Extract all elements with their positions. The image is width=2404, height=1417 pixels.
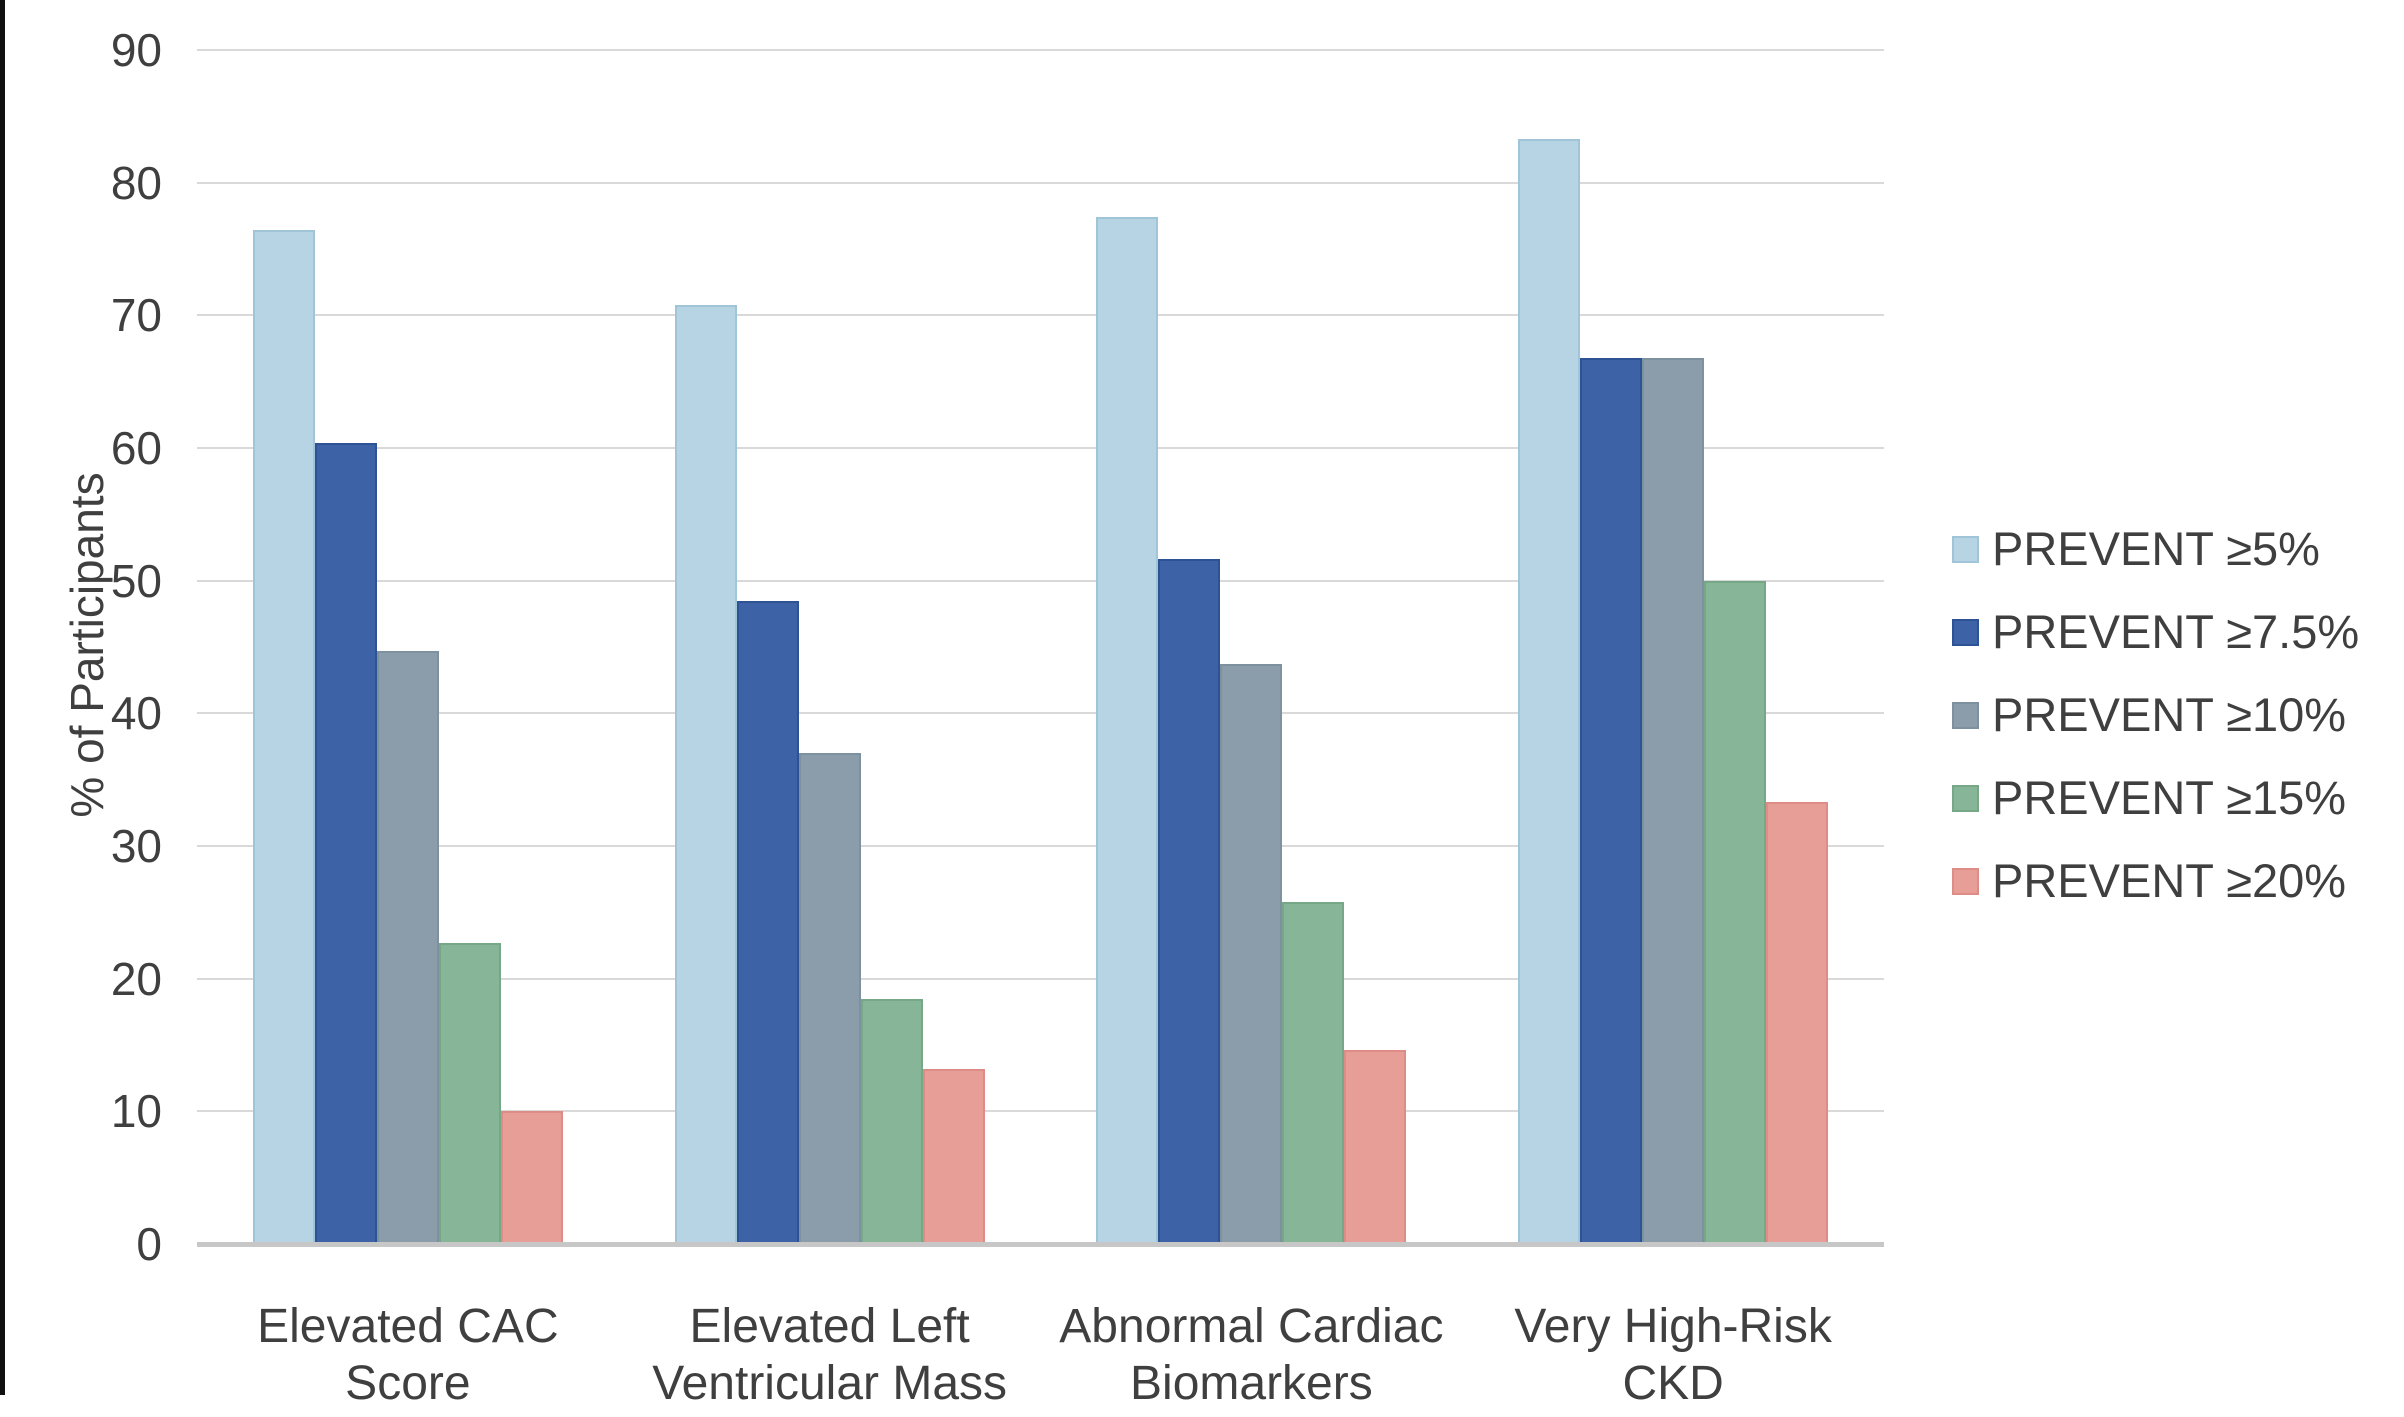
bar-prevent-10-elevated-cac-score — [376, 650, 439, 1246]
y-tick-0: 0 — [136, 1218, 162, 1270]
legend-item-prevent-5: PREVENT ≥5% — [1952, 525, 2359, 573]
gridline-50 — [197, 579, 1884, 582]
legend-item-prevent-7-5: PREVENT ≥7.5% — [1952, 608, 2359, 656]
x-category-label-line: Abnormal Cardiac — [1059, 1300, 1444, 1353]
legend-label: PREVENT ≥15% — [1992, 771, 2347, 824]
y-tick-60: 60 — [110, 422, 162, 474]
x-category-label-line: Elevated Left — [689, 1300, 970, 1353]
legend-label: PREVENT ≥7.5% — [1992, 605, 2360, 658]
legend-swatch-prevent-15 — [1952, 784, 1979, 812]
x-category-label-elevated-cac-score: Elevated CAC Score — [173, 1298, 643, 1412]
x-category-label-line: Ventricular Mass — [652, 1357, 1008, 1410]
gridline-40 — [197, 712, 1884, 715]
legend-label: PREVENT ≥5% — [1992, 522, 2320, 575]
x-category-label-line: Elevated CAC — [257, 1300, 559, 1353]
left-border-line — [0, 0, 5, 1395]
legend-item-prevent-15: PREVENT ≥15% — [1952, 774, 2359, 822]
x-category-label-line: CKD — [1622, 1357, 1724, 1410]
y-tick-20: 20 — [110, 952, 162, 1005]
bar-prevent-10-elevated-left-ventricular-mass — [798, 753, 861, 1246]
bar-prevent-7-5-very-high-risk-ckd — [1580, 357, 1643, 1246]
legend-item-prevent-10: PREVENT ≥10% — [1952, 691, 2359, 739]
bar-prevent-5-elevated-left-ventricular-mass — [674, 304, 737, 1246]
bar-prevent-7-5-elevated-cac-score — [314, 442, 377, 1246]
y-tick-50: 50 — [110, 554, 162, 607]
bar-prevent-5-abnormal-cardiac-biomarkers — [1096, 217, 1159, 1246]
y-tick-70: 70 — [110, 289, 162, 342]
legend-swatch-prevent-10 — [1952, 701, 1979, 729]
bar-prevent-5-very-high-risk-ckd — [1518, 138, 1581, 1246]
x-category-label-line: Very High-Risk — [1514, 1300, 1832, 1353]
y-tick-40: 40 — [110, 687, 162, 740]
gridline-70 — [197, 314, 1884, 317]
gridline-60 — [197, 447, 1884, 449]
legend: PREVENT ≥5% PREVENT ≥7.5% PREVENT ≥10% PREV… — [1952, 525, 2359, 905]
gridline-80 — [197, 181, 1884, 184]
bar-prevent-15-very-high-risk-ckd — [1704, 580, 1767, 1246]
gridline-20 — [197, 977, 1884, 980]
bar-prevent-15-elevated-left-ventricular-mass — [860, 998, 923, 1246]
x-category-label-very-high-risk-ckd: Very High-Risk CKD — [1438, 1298, 1908, 1412]
axis-line-0 — [197, 1242, 1884, 1247]
bar-prevent-15-abnormal-cardiac-biomarkers — [1282, 901, 1345, 1246]
gridline-10 — [197, 1110, 1884, 1113]
bar-prevent-20-elevated-left-ventricular-mass — [922, 1068, 985, 1246]
bar-prevent-15-elevated-cac-score — [438, 942, 501, 1246]
y-tick-10: 10 — [110, 1085, 162, 1138]
bar-prevent-20-elevated-cac-score — [500, 1111, 563, 1246]
legend-swatch-prevent-20 — [1952, 867, 1979, 895]
y-tick-90: 90 — [110, 24, 162, 76]
bar-prevent-20-very-high-risk-ckd — [1766, 802, 1829, 1246]
legend-swatch-prevent-5 — [1952, 535, 1979, 563]
x-category-label-elevated-left-ventricular-mass: Elevated Left Ventricular Mass — [595, 1298, 1065, 1412]
x-category-label-line: Biomarkers — [1130, 1357, 1373, 1410]
gridline-30 — [197, 845, 1884, 847]
x-category-label-line: Score — [345, 1357, 471, 1410]
y-tick-30: 30 — [110, 820, 162, 872]
bar-prevent-5-elevated-cac-score — [252, 230, 315, 1246]
bar-prevent-10-abnormal-cardiac-biomarkers — [1220, 664, 1283, 1246]
bar-prevent-10-very-high-risk-ckd — [1642, 357, 1705, 1246]
y-tick-80: 80 — [110, 156, 162, 209]
legend-item-prevent-20: PREVENT ≥20% — [1952, 857, 2359, 905]
legend-label: PREVENT ≥20% — [1992, 854, 2347, 907]
bar-prevent-7-5-elevated-left-ventricular-mass — [736, 600, 799, 1246]
bar-prevent-7-5-abnormal-cardiac-biomarkers — [1158, 559, 1221, 1246]
legend-swatch-prevent-7-5 — [1952, 618, 1979, 646]
bar-prevent-20-abnormal-cardiac-biomarkers — [1344, 1050, 1407, 1246]
y-axis-title: % of Participants — [61, 472, 113, 818]
legend-label: PREVENT ≥10% — [1992, 688, 2347, 741]
x-category-label-abnormal-cardiac-biomarkers: Abnormal Cardiac Biomarkers — [1016, 1298, 1486, 1412]
gridline-90 — [197, 49, 1884, 51]
